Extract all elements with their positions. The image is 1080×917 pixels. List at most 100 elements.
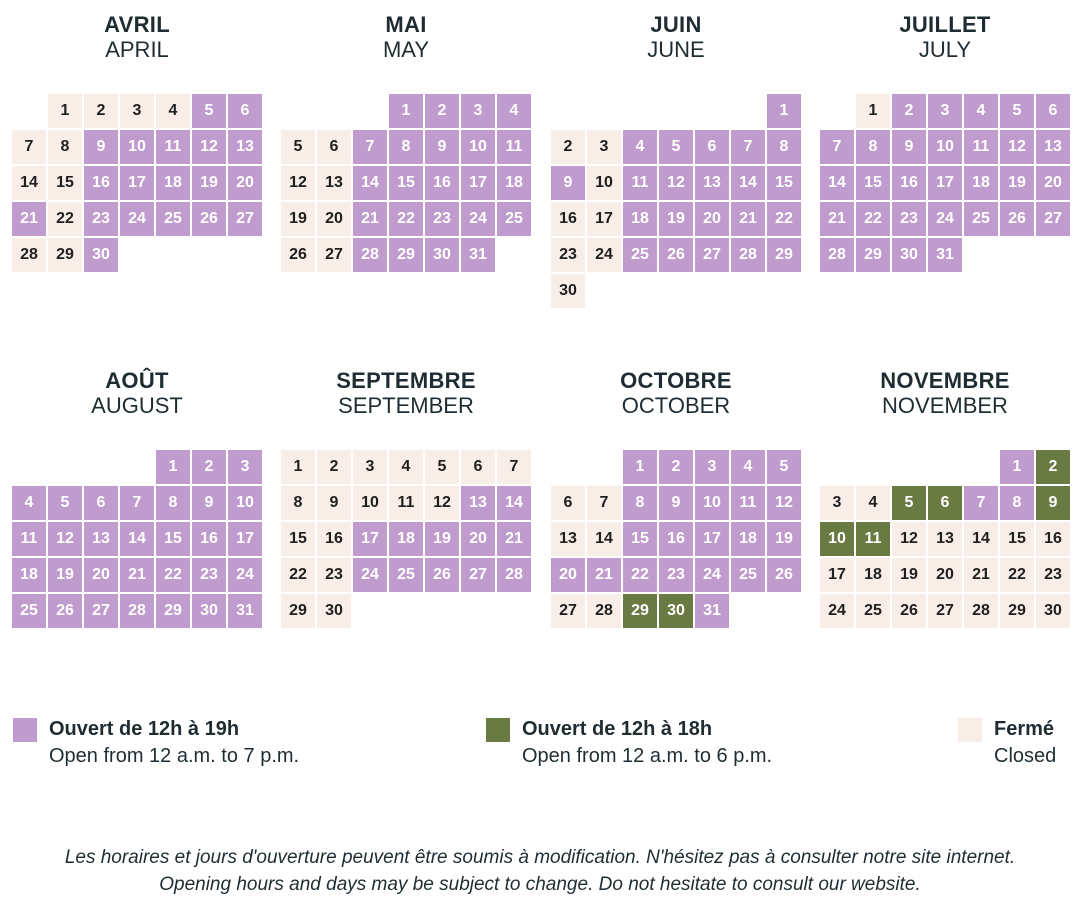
day-cell: 25 <box>156 202 190 236</box>
day-cell: 17 <box>587 202 621 236</box>
day-grid: 1 2 3 4 5 6 7 8 9 10 11 12 13 14 15 16 17 18 19 20 21 22 23 24 2… <box>12 450 262 628</box>
day-cell: 8 <box>1000 486 1034 520</box>
day-cell: 19 <box>48 558 82 592</box>
day-cell: 26 <box>48 594 82 628</box>
day-cell: 1 <box>156 450 190 484</box>
day-cell: 12 <box>425 486 459 520</box>
day-cell: 26 <box>1000 202 1034 236</box>
day-cell: 3 <box>587 130 621 164</box>
day-cell: 3 <box>820 486 854 520</box>
day-cell: 7 <box>353 130 387 164</box>
month-name-en: APRIL <box>105 37 169 63</box>
day-cell: 31 <box>228 594 262 628</box>
day-cell: 28 <box>587 594 621 628</box>
day-grid: 1 2 3 4 5 6 7 8 9 10 11 12 13 14 15 16 17 18 19 20 21 22 23 24 2… <box>551 94 801 308</box>
day-cell: 6 <box>1036 94 1070 128</box>
legend-swatch-open-12-18 <box>486 718 510 742</box>
day-cell: 27 <box>84 594 118 628</box>
month-name-en: NOVEMBER <box>882 393 1008 419</box>
month-title: SEPTEMBRE SEPTEMBER <box>281 368 531 419</box>
legend-open-12-19: Ouvert de 12h à 19h Open from 12 a.m. to… <box>13 716 299 770</box>
day-cell: 30 <box>1036 594 1070 628</box>
day-cell: 22 <box>767 202 801 236</box>
day-grid: 1 2 3 4 5 6 7 8 9 10 11 12 13 14 15 16 17 18 19 20 21 22 23 24 2… <box>551 450 801 628</box>
day-cell: 2 <box>551 130 585 164</box>
month-title: AVRIL APRIL <box>12 12 262 63</box>
day-cell: 2 <box>659 450 693 484</box>
day-cell: 4 <box>156 94 190 128</box>
day-cell: 5 <box>767 450 801 484</box>
month-name-en: MAY <box>382 37 430 63</box>
day-cell: 15 <box>767 166 801 200</box>
day-cell: 26 <box>192 202 226 236</box>
empty-cell <box>551 450 585 484</box>
day-cell: 3 <box>928 94 962 128</box>
day-cell: 10 <box>120 130 154 164</box>
month-title: JUIN JUNE <box>551 12 801 63</box>
day-cell: 14 <box>497 486 531 520</box>
day-cell: 29 <box>767 238 801 272</box>
day-cell: 29 <box>389 238 423 272</box>
day-cell: 18 <box>497 166 531 200</box>
day-cell: 19 <box>425 522 459 556</box>
day-cell: 19 <box>767 522 801 556</box>
day-cell: 13 <box>84 522 118 556</box>
day-cell: 18 <box>731 522 765 556</box>
day-cell: 8 <box>48 130 82 164</box>
day-cell: 22 <box>1000 558 1034 592</box>
empty-cell <box>317 94 351 128</box>
day-cell: 30 <box>317 594 351 628</box>
day-cell: 6 <box>317 130 351 164</box>
month-name-en: JULY <box>918 37 972 63</box>
day-cell: 27 <box>461 558 495 592</box>
day-cell: 4 <box>856 486 890 520</box>
day-cell: 15 <box>856 166 890 200</box>
day-cell: 1 <box>48 94 82 128</box>
day-cell: 18 <box>12 558 46 592</box>
day-cell: 12 <box>192 130 226 164</box>
legend-closed: Fermé Closed <box>958 716 1056 770</box>
day-cell: 3 <box>695 450 729 484</box>
day-cell: 23 <box>659 558 693 592</box>
day-cell: 14 <box>964 522 998 556</box>
day-cell: 17 <box>353 522 387 556</box>
month-name-fr: OCTOBRE <box>620 368 732 393</box>
day-cell: 11 <box>623 166 657 200</box>
empty-cell <box>928 450 962 484</box>
month-calendar-august: AOÛT AUGUST 1 2 3 4 5 6 7 8 9 10 11 12 13 14 15 16 17 18 1… <box>12 368 262 628</box>
day-cell: 14 <box>120 522 154 556</box>
month-name-fr: JUIN <box>650 12 702 37</box>
day-cell: 17 <box>461 166 495 200</box>
day-cell: 19 <box>281 202 315 236</box>
day-cell: 2 <box>425 94 459 128</box>
day-cell: 19 <box>659 202 693 236</box>
day-cell: 18 <box>389 522 423 556</box>
day-cell: 5 <box>892 486 926 520</box>
day-cell: 29 <box>623 594 657 628</box>
day-cell: 17 <box>228 522 262 556</box>
month-calendar-october: OCTOBRE OCTOBER 1 2 3 4 5 6 7 8 9 10 11 12 13 14 15 16 1… <box>551 368 801 628</box>
empty-cell <box>281 94 315 128</box>
day-cell: 27 <box>1036 202 1070 236</box>
day-cell: 22 <box>623 558 657 592</box>
day-cell: 26 <box>767 558 801 592</box>
month-name-en: AUGUST <box>91 393 183 419</box>
legend-label-fr: Ouvert de 12h à 19h <box>49 718 240 740</box>
day-cell: 18 <box>856 558 890 592</box>
empty-cell <box>623 94 657 128</box>
day-cell: 20 <box>228 166 262 200</box>
month-title: NOVEMBRE NOVEMBER <box>820 368 1070 419</box>
day-cell: 20 <box>461 522 495 556</box>
day-cell: 20 <box>317 202 351 236</box>
day-cell: 24 <box>695 558 729 592</box>
day-cell: 27 <box>317 238 351 272</box>
day-cell: 16 <box>317 522 351 556</box>
day-cell: 9 <box>1036 486 1070 520</box>
month-title: AOÛT AUGUST <box>12 368 262 419</box>
day-cell: 2 <box>192 450 226 484</box>
day-cell: 24 <box>120 202 154 236</box>
day-cell: 21 <box>120 558 154 592</box>
day-cell: 18 <box>623 202 657 236</box>
day-cell: 8 <box>767 130 801 164</box>
day-cell: 16 <box>192 522 226 556</box>
